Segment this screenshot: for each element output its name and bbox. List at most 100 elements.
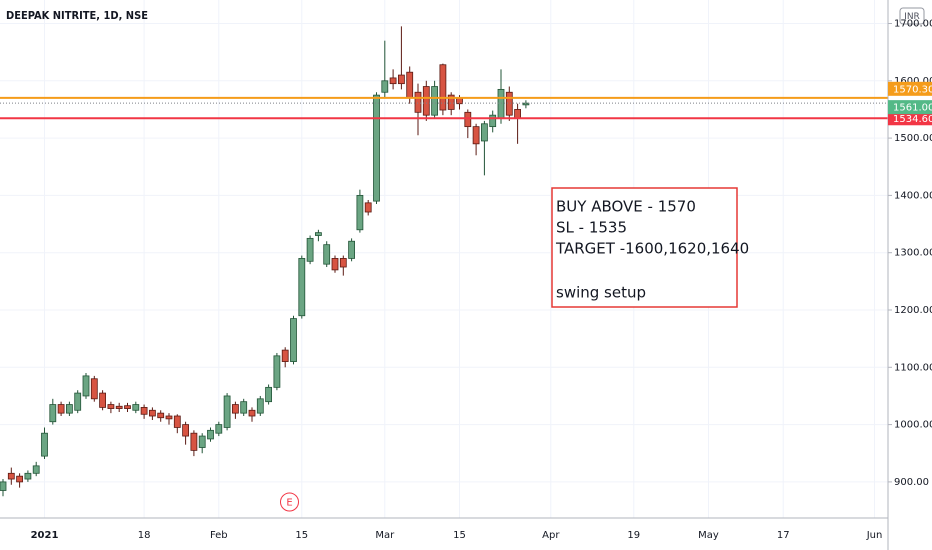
annotation-box xyxy=(551,187,738,308)
price-line-label: 1534.60 xyxy=(893,114,932,125)
candle-body xyxy=(414,91,422,113)
candle-body xyxy=(190,432,198,451)
candle-body xyxy=(16,475,24,483)
last-price-label-bg xyxy=(888,100,932,115)
candle-body xyxy=(314,232,322,236)
candle-body xyxy=(281,349,289,362)
candle-body xyxy=(90,378,98,400)
y-tick-label: 900.00 xyxy=(894,477,929,488)
earnings-marker xyxy=(280,492,299,512)
candles xyxy=(0,26,530,497)
candle-body xyxy=(331,258,339,271)
currency-label[interactable]: INR xyxy=(904,12,920,22)
candle-body xyxy=(265,386,273,403)
candle-body xyxy=(464,111,472,128)
candle-body xyxy=(381,80,389,93)
candle-body xyxy=(132,404,140,411)
y-tick-label: 1000.00 xyxy=(894,420,932,431)
candle-body xyxy=(231,404,239,414)
candle-body xyxy=(182,424,190,437)
candle-body xyxy=(74,392,82,411)
candle-body xyxy=(207,429,214,440)
candle-body xyxy=(223,395,231,428)
y-tick-label: 1700.00 xyxy=(894,18,932,29)
candle-body xyxy=(32,465,40,474)
candle-body xyxy=(447,94,455,110)
price-line-label: 1570.30 xyxy=(893,84,932,95)
candle-body xyxy=(57,404,65,414)
y-tick-label: 1400.00 xyxy=(894,190,932,201)
candle-body xyxy=(173,415,181,428)
last-price-label: 1561.00 xyxy=(893,103,932,114)
candle-body xyxy=(24,472,32,480)
candle-body xyxy=(356,194,364,231)
x-tick-label: Jun xyxy=(866,530,883,541)
candle-body xyxy=(406,71,414,99)
candle-body xyxy=(124,405,131,409)
candle-body xyxy=(157,412,165,419)
candle-body xyxy=(298,258,306,317)
candle-body xyxy=(290,318,297,362)
candle-body xyxy=(422,86,430,116)
candle-body xyxy=(198,435,206,448)
candle-body xyxy=(240,401,248,414)
overlays: E BUY ABOVE - 1570 SL - 1535 TARGET -1600,1… xyxy=(0,96,888,512)
candle-body xyxy=(140,407,148,415)
candle-body xyxy=(66,404,73,414)
candle-body xyxy=(373,94,380,202)
candle-body xyxy=(505,91,513,116)
x-tick-label: 18 xyxy=(138,530,151,541)
candle-body xyxy=(7,472,15,480)
candle-body xyxy=(489,114,497,128)
candle-body xyxy=(497,88,505,119)
annotation-line: SL - 1535 xyxy=(556,219,627,237)
y-tick-label: 1200.00 xyxy=(894,305,932,316)
candle-body xyxy=(364,202,372,213)
candle-body xyxy=(348,240,356,259)
candle-body xyxy=(248,409,256,417)
price-line-label-bg xyxy=(888,81,932,96)
x-tick-label: 2021 xyxy=(31,530,59,541)
candle-body xyxy=(82,375,90,397)
candle-body xyxy=(256,398,264,414)
y-tick-label: 1500.00 xyxy=(894,133,932,144)
price-line-label-bg xyxy=(888,111,932,126)
candle-body xyxy=(107,404,115,409)
candle-body xyxy=(323,244,331,265)
candle-body xyxy=(273,355,281,388)
annotation-line: BUY ABOVE - 1570 xyxy=(556,198,696,216)
x-tick-label: May xyxy=(698,530,719,541)
candle-body xyxy=(397,74,405,85)
candle-body xyxy=(339,258,347,268)
currency-box[interactable] xyxy=(899,7,925,25)
x-tick-label: 19 xyxy=(627,530,640,541)
candle-body xyxy=(99,392,106,408)
candle-body xyxy=(480,123,488,142)
x-tick-label: 15 xyxy=(453,530,466,541)
candle-body xyxy=(431,86,439,116)
x-tick-label: Mar xyxy=(375,530,395,541)
candle-body xyxy=(49,404,57,423)
candle-body xyxy=(148,409,156,417)
x-tick-label: Apr xyxy=(542,530,560,541)
y-tick-label: 1100.00 xyxy=(894,362,932,373)
x-tick-label: 15 xyxy=(295,530,308,541)
candle-body xyxy=(115,405,123,409)
annotation-line: swing setup xyxy=(556,284,646,302)
candle-body xyxy=(306,237,314,262)
candle-body xyxy=(472,126,480,145)
x-tick-label: 17 xyxy=(777,530,790,541)
candle-body xyxy=(0,481,7,491)
candle-body xyxy=(389,77,397,85)
candle-body xyxy=(439,64,447,111)
y-tick-label: 1600.00 xyxy=(894,76,932,87)
x-tick-label: Feb xyxy=(210,530,228,541)
earnings-label: E xyxy=(286,498,292,509)
annotation-line: TARGET -1600,1620,1640 xyxy=(555,240,749,258)
candle-body xyxy=(215,424,223,434)
candle-body xyxy=(41,432,48,457)
y-tick-label: 1300.00 xyxy=(894,248,932,259)
